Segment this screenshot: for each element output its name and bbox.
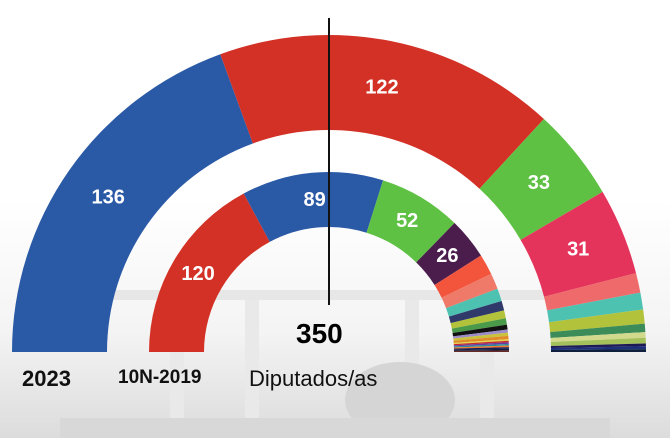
seat-segment-2019-5 (441, 273, 498, 309)
seat-segment-2019-6 (446, 288, 502, 317)
seat-segment-2023-label-2: 33 (528, 172, 550, 194)
seat-segment-2019-3 (416, 223, 481, 286)
seat-segment-2019-16 (453, 342, 509, 347)
seat-segment-2019-1 (243, 171, 384, 242)
seat-segment-2023-label-0: 136 (92, 187, 125, 209)
seat-segment-2023-label-1: 122 (365, 77, 398, 99)
seat-segment-2023-5 (547, 292, 644, 323)
chart-2019-ring: 120 89 52 26 (149, 171, 509, 352)
seat-segment-2019-7 (448, 301, 505, 324)
seat-segment-2019-20 (453, 348, 509, 351)
seat-segment-2023-6 (548, 309, 645, 333)
seat-segment-2023-8 (550, 332, 646, 343)
seat-segment-2023-label-3: 31 (567, 238, 589, 260)
seat-segment-2019-label-1: 89 (303, 189, 325, 211)
seat-segment-2019-label-0: 120 (181, 263, 214, 285)
seat-segment-2019-8 (450, 310, 506, 329)
legend-2019-label: 10N-2019 (118, 367, 202, 388)
seat-segment-2019-10 (452, 324, 508, 337)
seat-segment-2019-14 (453, 339, 509, 345)
seat-segment-2019-21 (453, 350, 509, 352)
seat-segment-2019-9 (451, 318, 507, 333)
chart-2023-ring: 136 122 33 31 (12, 35, 646, 353)
seat-segment-2023-11 (550, 346, 646, 351)
seat-segment-2019-17 (453, 343, 509, 348)
seat-segment-2019-13 (453, 335, 509, 344)
legend-2023-label: 2023 (22, 366, 71, 391)
seats-caption: Diputados/as (249, 366, 378, 391)
seat-segment-2023-9 (550, 337, 646, 347)
seat-segment-2023-12 (550, 349, 646, 352)
seat-segment-2019-12 (453, 332, 509, 341)
seat-segment-2019-19 (453, 347, 509, 350)
seat-segment-2019-2 (366, 180, 455, 263)
seat-segment-2023-4 (544, 273, 641, 311)
seat-segment-2019-label-3: 26 (436, 245, 458, 267)
seat-segment-2023-2 (479, 118, 603, 240)
seat-segment-2019-label-2: 52 (396, 210, 418, 232)
seat-segment-2023-1 (220, 35, 544, 189)
seat-segment-2019-0 (149, 193, 270, 352)
seat-segment-2019-18 (453, 345, 509, 349)
seat-segment-2023-0 (12, 54, 253, 353)
seat-segment-2019-4 (434, 255, 492, 298)
seat-segment-2019-11 (453, 329, 508, 339)
total-seats-value: 350 (296, 318, 343, 349)
seat-segment-2023-10 (550, 343, 646, 349)
seat-segment-2023-7 (550, 323, 646, 339)
seat-segment-2023-3 (520, 191, 637, 297)
seat-segment-2019-15 (453, 340, 509, 346)
